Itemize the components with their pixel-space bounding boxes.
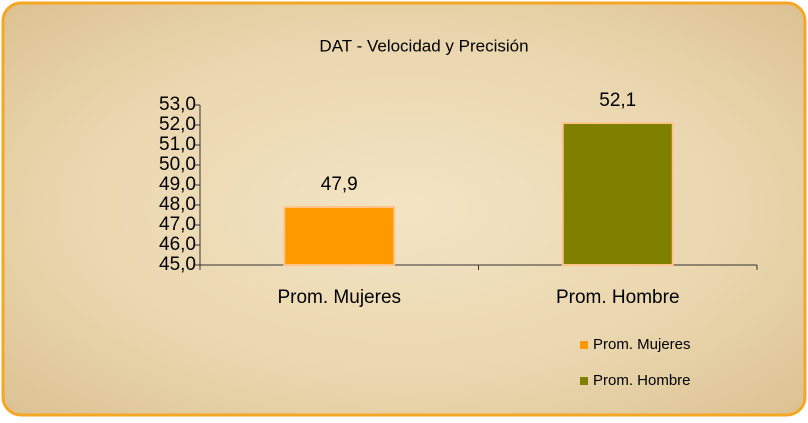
data-label: 47,9 (321, 174, 358, 195)
chart-title: DAT - Velocidad y Precisión (319, 36, 528, 55)
y-tick-label: 50,0 (159, 154, 196, 175)
y-tick-label: 47,0 (159, 214, 196, 235)
y-tick-label: 45,0 (159, 254, 196, 275)
y-tick-label: 48,0 (159, 194, 196, 215)
y-tick-label: 51,0 (159, 134, 196, 155)
x-tick-label: Prom. Mujeres (277, 287, 401, 308)
y-tick-label: 53,0 (159, 94, 196, 115)
legend-label: Prom. Hombre (593, 372, 691, 389)
legend-swatch (580, 341, 588, 349)
y-tick-label: 52,0 (159, 114, 196, 135)
bar (283, 206, 396, 266)
y-tick-label: 46,0 (159, 234, 196, 255)
legend-label: Prom. Mujeres (593, 336, 691, 353)
x-tick-label: Prom. Hombre (556, 287, 680, 308)
data-label: 52,1 (599, 90, 636, 111)
bar (561, 122, 674, 266)
legend-swatch (580, 377, 588, 385)
y-tick-label: 49,0 (159, 174, 196, 195)
